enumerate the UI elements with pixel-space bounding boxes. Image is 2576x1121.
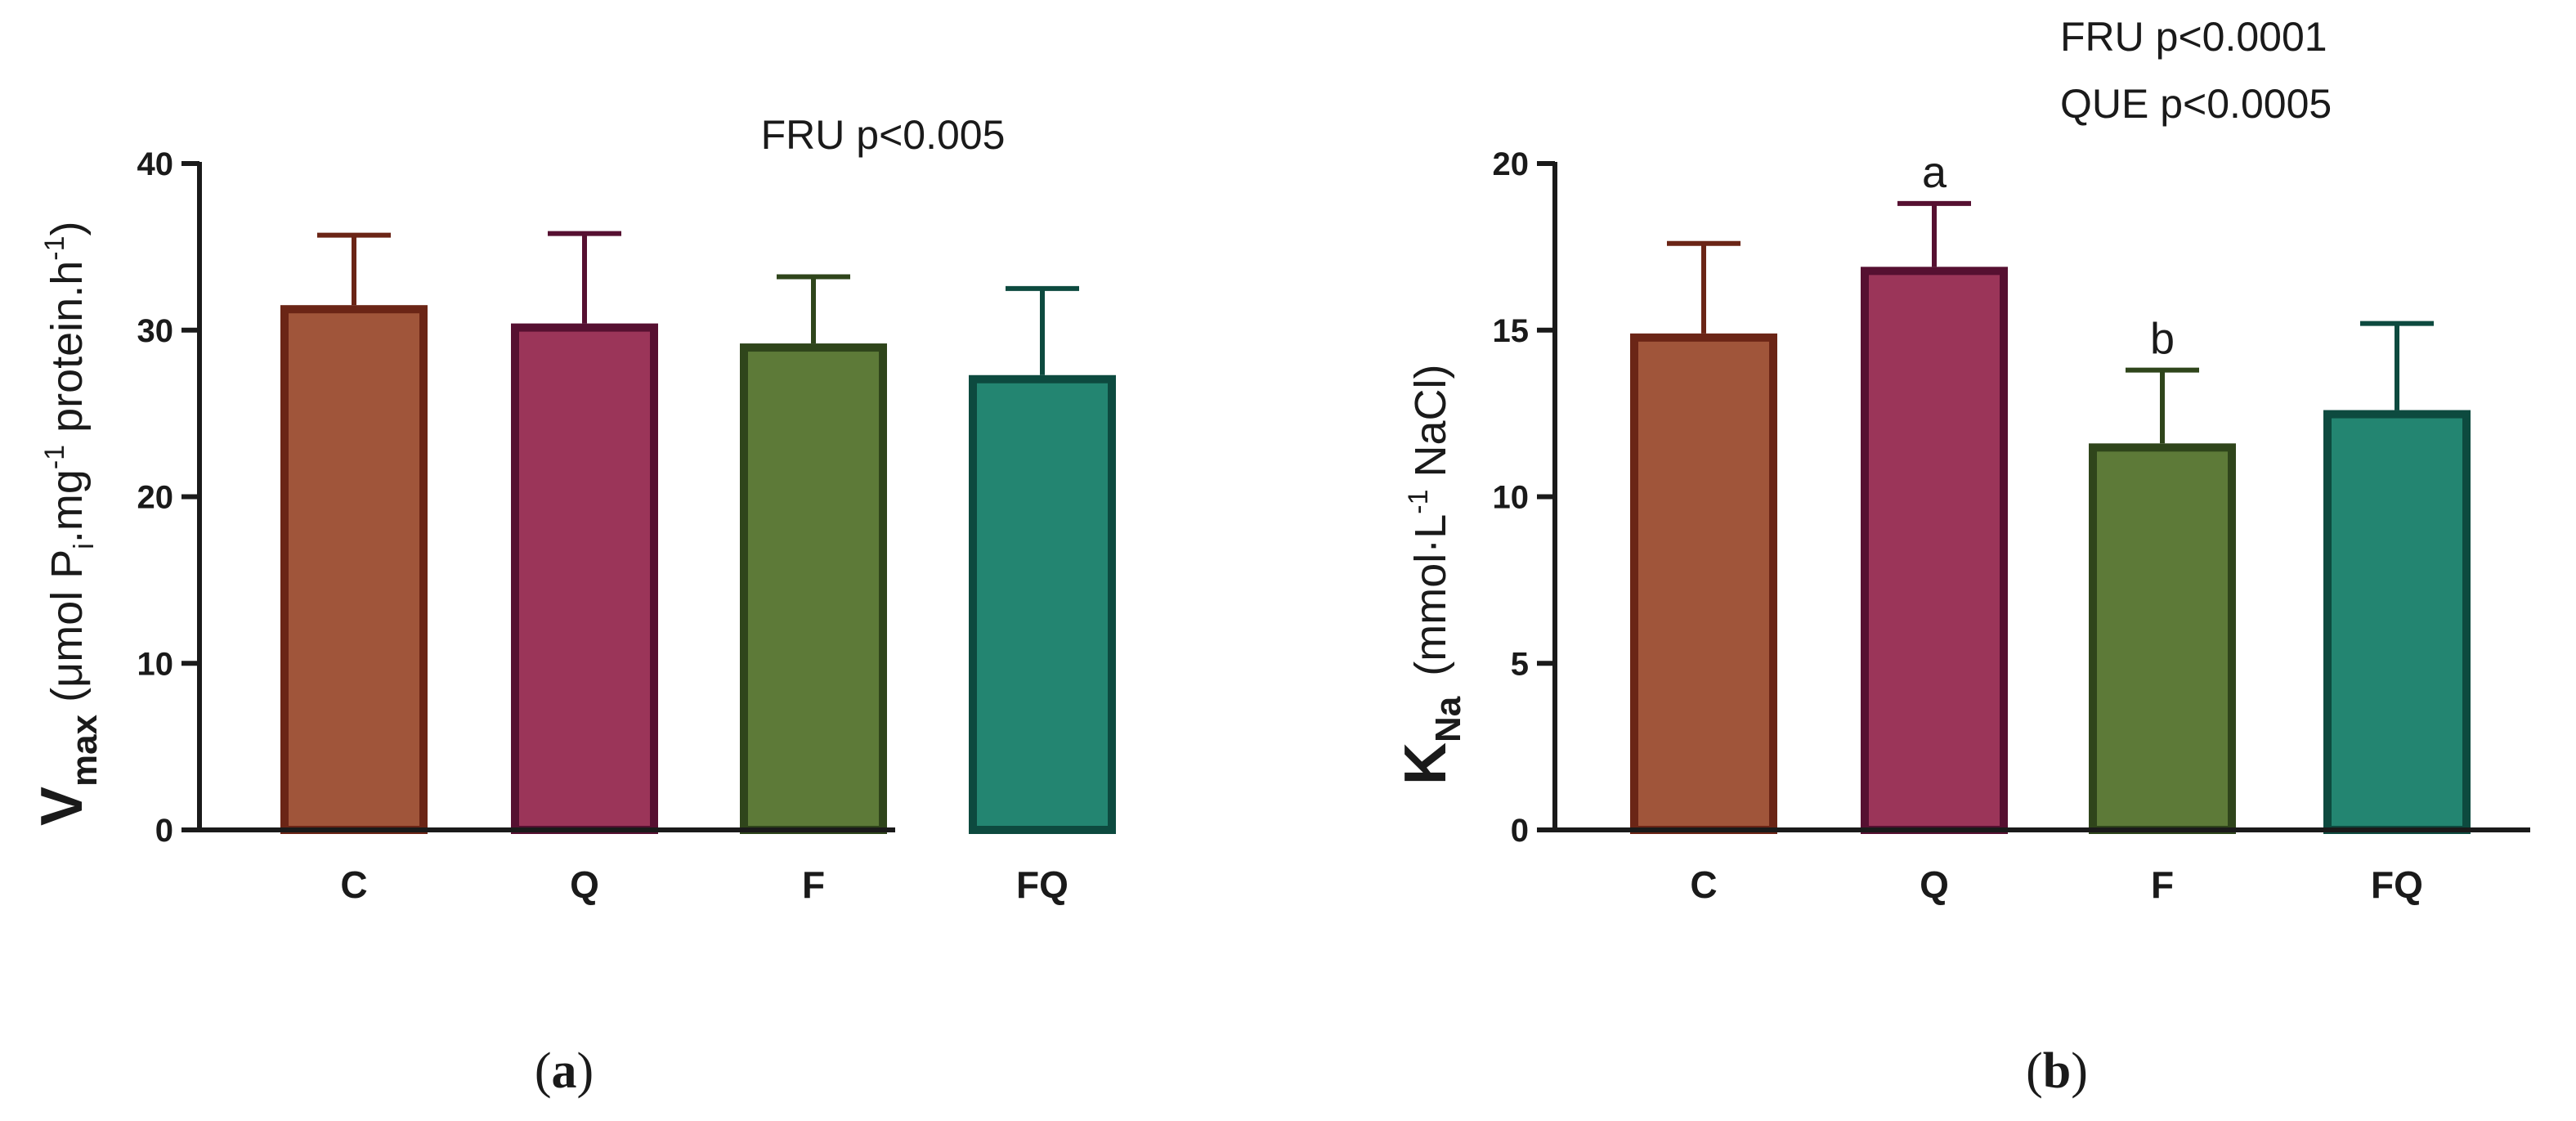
- panel-b-bar-Q: [1861, 267, 2008, 834]
- panel-a-y-axis-title: Vmax (μmol Pi.mg-1 protein.h-1): [29, 222, 105, 826]
- panel-b-significance-label: a: [1922, 148, 1947, 197]
- panel-b-bar-F: [2089, 443, 2236, 834]
- panel-a-y-tick-label: 30: [137, 313, 174, 349]
- panel-a-bar-C: [280, 305, 428, 834]
- panel-b-bar-FQ: [2323, 410, 2471, 834]
- panel-a-y-tick-label: 20: [137, 480, 174, 516]
- panel-b-annotation-2: QUE p<0.0005: [2060, 81, 2332, 127]
- panel-a-chart: Vmax (μmol Pi.mg-1 protein.h-1) 0 10 20 30 4…: [29, 112, 1116, 1099]
- panel-a-category-label: C: [340, 863, 367, 906]
- panel-a-bar-F: [740, 343, 887, 834]
- panel-b-y-tick-label: 15: [1493, 313, 1530, 349]
- panel-b-bar-C: [1630, 333, 1777, 834]
- panel-a-bar-FQ: [969, 374, 1116, 834]
- panel-b-annotation-1: FRU p<0.0001: [2060, 14, 2327, 60]
- panel-a-bar-Q: [511, 323, 658, 835]
- panel-a-category-label: F: [802, 863, 825, 906]
- panel-b-label: (b): [2026, 1043, 2088, 1099]
- panel-a-y-tick-label: 10: [137, 646, 174, 682]
- panel-b-y-tick-label: 0: [1511, 813, 1529, 849]
- panel-b-y-tick-label: 20: [1493, 146, 1530, 182]
- panel-a-label: (a): [535, 1043, 594, 1099]
- panel-b-category-label: F: [2151, 863, 2174, 906]
- panel-b-significance-label: b: [2150, 315, 2175, 364]
- panel-a-annotation: FRU p<0.005: [761, 112, 1006, 158]
- panel-b-chart: KNa (mmol·L-1 NaCl) 0 5 10 15 20 C Q F FQ a b FR…: [1393, 14, 2530, 1099]
- panel-b-y-axis-title: KNa (mmol·L-1 NaCl): [1393, 364, 1468, 785]
- panel-a-y-tick-label: 40: [137, 146, 174, 182]
- panel-a-category-label: FQ: [1016, 863, 1068, 906]
- panel-a-category-label: Q: [570, 863, 599, 906]
- panel-b-y-tick-label: 5: [1511, 646, 1529, 682]
- panel-b-category-label: C: [1690, 863, 1717, 906]
- panel-b-category-label: Q: [1920, 863, 1949, 906]
- panel-b-category-label: FQ: [2371, 863, 2423, 906]
- panel-b-y-tick-label: 10: [1493, 480, 1530, 516]
- panel-a-y-tick-label: 0: [155, 813, 173, 849]
